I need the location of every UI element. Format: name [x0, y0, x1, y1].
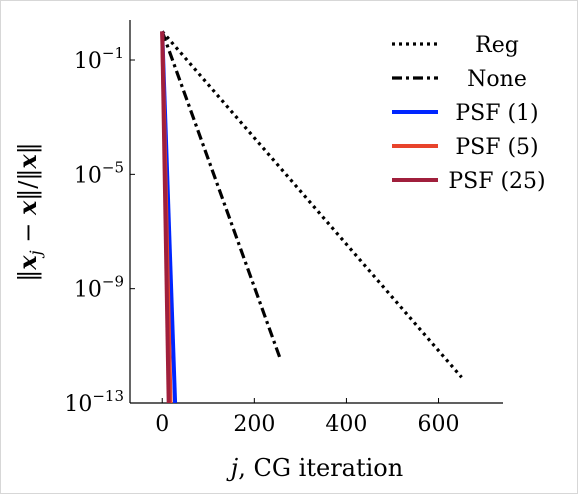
y-tick-label: 10−13 [64, 387, 124, 417]
series-line-none [160, 30, 282, 358]
x-ticks: 0 200 400 600 [155, 398, 460, 437]
y-ticks: 10−1 10−5 10−9 10−13 [64, 44, 135, 417]
legend-label: None [467, 67, 527, 92]
y-axis-label-x2: x [13, 154, 42, 170]
y-axis-label-x: x [13, 200, 42, 216]
y-axis-label-sub: j [26, 250, 45, 258]
x-axis-label: j, CG iteration [226, 454, 403, 482]
y-tick-label: 10−5 [74, 158, 124, 188]
y-axis-label-xj: x [13, 255, 42, 271]
x-axis-label-var: j [226, 454, 239, 482]
series-line-psf-25 [160, 31, 171, 404]
y-axis-label-bar1: ‖ [14, 270, 43, 282]
y-axis-label-mid: ‖/‖ [14, 169, 43, 201]
x-tick-label: 0 [155, 412, 169, 437]
y-tick-label: 10−1 [74, 44, 124, 74]
y-axis-label: ‖xj − x‖/‖x‖ [13, 142, 45, 281]
y-tick-label: 10−9 [74, 273, 124, 303]
y-axis-label-bar2: ‖ [14, 142, 43, 154]
x-tick-label: 200 [233, 412, 275, 437]
series-line-reg [160, 30, 463, 379]
x-tick-label: 600 [418, 412, 460, 437]
legend-label: PSF (1) [455, 101, 538, 126]
legend-label: Reg [475, 33, 519, 58]
axes [129, 20, 503, 404]
legend-label: PSF (5) [455, 135, 538, 160]
legend-label: PSF (25) [448, 169, 545, 194]
series-group [160, 30, 463, 404]
x-tick-label: 400 [325, 412, 367, 437]
x-axis-label-rest: , CG iteration [238, 454, 403, 482]
legend: Reg None PSF (1) PSF (5) PSF (25) [392, 33, 546, 194]
y-axis-label-minus: − [14, 215, 42, 250]
